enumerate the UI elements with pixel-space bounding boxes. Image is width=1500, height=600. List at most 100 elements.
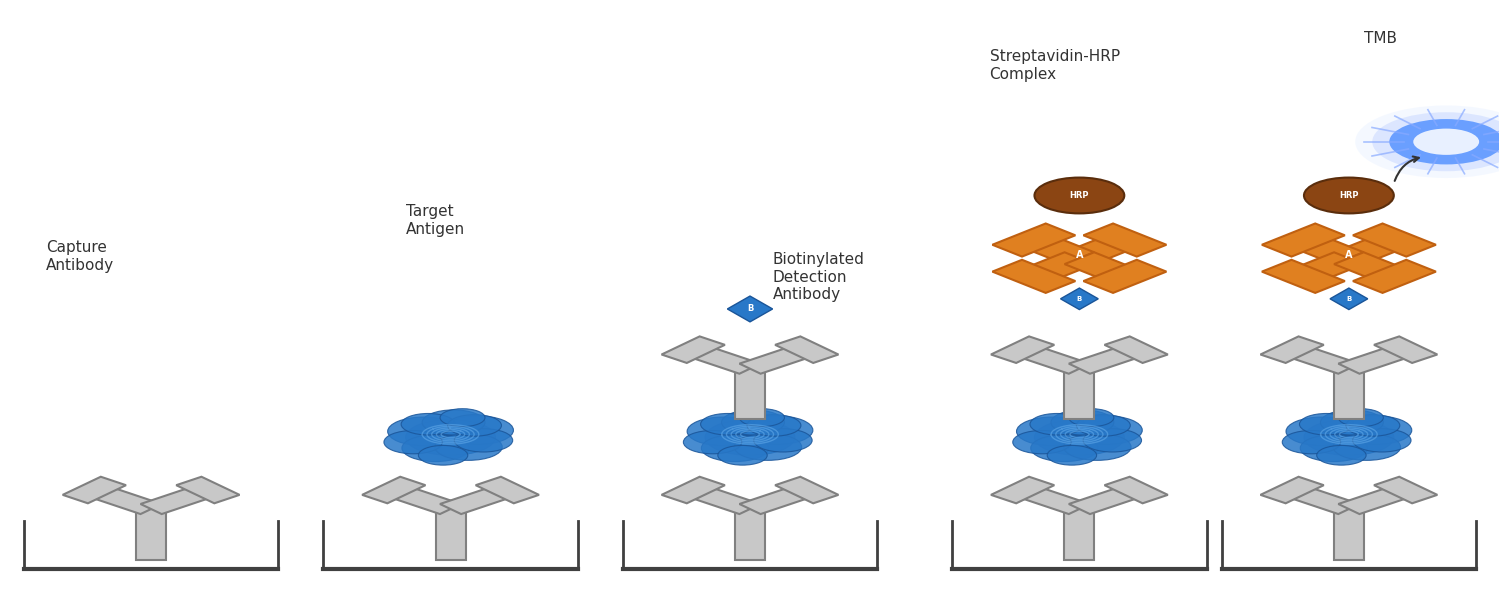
Polygon shape	[992, 477, 1054, 503]
Circle shape	[441, 416, 513, 445]
Text: B: B	[1347, 296, 1352, 302]
Polygon shape	[1330, 288, 1368, 310]
Circle shape	[1389, 119, 1500, 164]
Circle shape	[1070, 409, 1114, 427]
Circle shape	[1035, 178, 1125, 214]
Polygon shape	[1334, 231, 1416, 264]
Circle shape	[402, 434, 470, 461]
Circle shape	[740, 409, 784, 427]
Text: HRP: HRP	[1340, 191, 1359, 200]
Circle shape	[447, 415, 501, 436]
Circle shape	[405, 419, 495, 455]
Polygon shape	[676, 483, 760, 514]
Circle shape	[1013, 430, 1071, 454]
Circle shape	[400, 413, 454, 435]
Circle shape	[1035, 419, 1125, 455]
Polygon shape	[1262, 223, 1346, 257]
Circle shape	[735, 433, 801, 460]
Polygon shape	[376, 483, 460, 514]
Text: Streptavidin-HRP
Complex: Streptavidin-HRP Complex	[990, 49, 1119, 82]
Polygon shape	[1065, 252, 1148, 285]
Text: Target
Antigen: Target Antigen	[405, 205, 465, 237]
Polygon shape	[1260, 477, 1324, 503]
Polygon shape	[1374, 477, 1437, 503]
Polygon shape	[662, 477, 724, 503]
Circle shape	[419, 445, 468, 465]
Polygon shape	[662, 337, 724, 363]
Polygon shape	[1334, 252, 1416, 285]
Polygon shape	[1083, 223, 1167, 257]
Circle shape	[1052, 410, 1114, 435]
Circle shape	[384, 430, 442, 454]
Circle shape	[700, 413, 754, 435]
Polygon shape	[735, 365, 765, 419]
Polygon shape	[1065, 506, 1095, 560]
Text: B: B	[1077, 296, 1082, 302]
Polygon shape	[1104, 477, 1168, 503]
Polygon shape	[1104, 337, 1168, 363]
Text: Capture
Antibody: Capture Antibody	[46, 240, 114, 272]
Polygon shape	[776, 337, 838, 363]
Polygon shape	[1070, 483, 1154, 514]
Polygon shape	[728, 296, 772, 322]
Circle shape	[1017, 417, 1089, 446]
Polygon shape	[476, 477, 538, 503]
Polygon shape	[136, 506, 166, 560]
Text: B: B	[747, 304, 753, 313]
Circle shape	[422, 410, 484, 435]
Polygon shape	[1353, 223, 1436, 257]
Circle shape	[1047, 445, 1096, 465]
Polygon shape	[776, 477, 838, 503]
Polygon shape	[740, 343, 824, 374]
Polygon shape	[1262, 260, 1346, 293]
Polygon shape	[362, 477, 426, 503]
Polygon shape	[993, 260, 1076, 293]
Circle shape	[1064, 433, 1131, 460]
Polygon shape	[1065, 365, 1095, 419]
Polygon shape	[1374, 337, 1437, 363]
Circle shape	[440, 409, 485, 427]
Circle shape	[741, 416, 813, 445]
Circle shape	[454, 429, 513, 452]
Circle shape	[1304, 178, 1394, 214]
Polygon shape	[1338, 343, 1422, 374]
Polygon shape	[78, 483, 162, 514]
Circle shape	[1354, 106, 1500, 178]
Polygon shape	[1338, 483, 1422, 514]
Polygon shape	[1011, 252, 1094, 285]
Polygon shape	[1334, 506, 1364, 560]
Circle shape	[1071, 416, 1143, 445]
Circle shape	[1077, 415, 1131, 436]
Circle shape	[1030, 413, 1084, 435]
Circle shape	[435, 433, 502, 460]
Circle shape	[1286, 417, 1358, 446]
Circle shape	[1282, 430, 1341, 454]
Polygon shape	[1275, 483, 1359, 514]
Circle shape	[1304, 419, 1394, 455]
Polygon shape	[1065, 231, 1148, 264]
Polygon shape	[176, 477, 240, 503]
Circle shape	[1372, 112, 1500, 171]
Circle shape	[722, 410, 784, 435]
Circle shape	[1346, 415, 1400, 436]
Text: TMB: TMB	[1364, 31, 1396, 46]
Circle shape	[747, 415, 801, 436]
Circle shape	[387, 417, 459, 446]
Polygon shape	[1281, 231, 1364, 264]
Circle shape	[684, 430, 742, 454]
Polygon shape	[1011, 231, 1094, 264]
Circle shape	[1317, 445, 1366, 465]
Circle shape	[687, 417, 759, 446]
Polygon shape	[992, 337, 1054, 363]
Polygon shape	[676, 343, 760, 374]
Polygon shape	[1070, 343, 1154, 374]
Circle shape	[1083, 429, 1142, 452]
Circle shape	[1338, 409, 1383, 427]
Polygon shape	[740, 483, 824, 514]
Polygon shape	[1060, 288, 1098, 310]
Circle shape	[1353, 429, 1412, 452]
Circle shape	[1413, 128, 1479, 155]
Circle shape	[718, 445, 766, 465]
Circle shape	[1300, 434, 1368, 461]
Text: Biotinylated
Detection
Antibody: Biotinylated Detection Antibody	[772, 252, 864, 302]
